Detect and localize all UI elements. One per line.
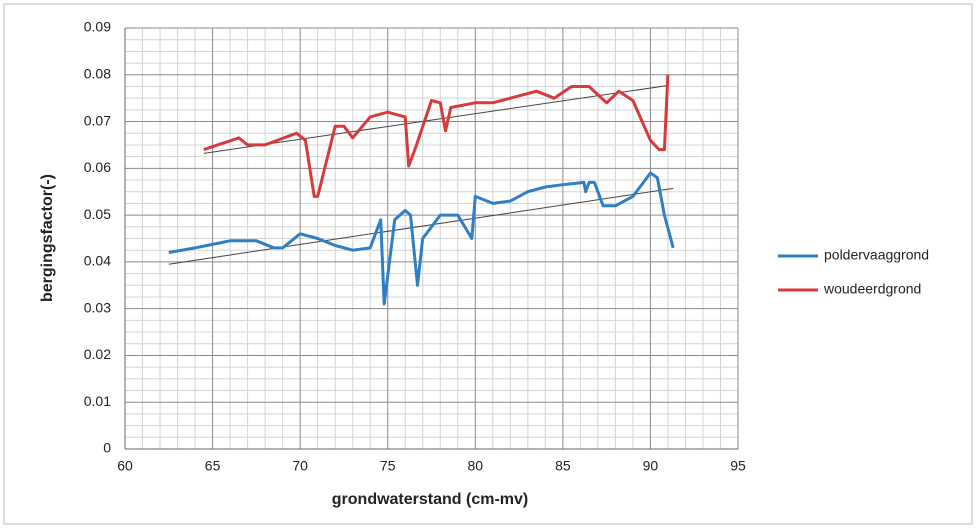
x-tick-label: 90 [643, 458, 659, 474]
x-axis-title: grondwaterstand (cm-mv) [332, 491, 528, 508]
x-tick-label: 65 [205, 458, 221, 474]
legend-label: woudeerdgrond [823, 281, 921, 297]
y-tick-label: 0.07 [84, 112, 111, 128]
legend-label: poldervaaggrond [824, 247, 929, 263]
y-tick-label: 0.09 [84, 19, 111, 35]
y-tick-label: 0.03 [84, 299, 111, 315]
y-tick-label: 0 [103, 440, 111, 456]
x-tick-label: 60 [117, 458, 133, 474]
y-tick-label: 0.01 [84, 393, 111, 409]
y-tick-label: 0.04 [84, 253, 111, 269]
y-tick-label: 0.06 [84, 159, 111, 175]
y-tick-label: 0.02 [84, 346, 111, 362]
series-line [168, 171, 675, 306]
x-tick-label: 80 [467, 458, 483, 474]
trend-line [203, 85, 668, 154]
x-tick-label: 85 [555, 458, 571, 474]
series-line [203, 74, 670, 198]
x-tick-label: 70 [292, 458, 308, 474]
y-tick-label: 0.08 [84, 65, 111, 81]
trend-line [168, 187, 674, 265]
x-tick-label: 95 [730, 458, 746, 474]
y-tick-label: 0.05 [84, 206, 111, 222]
chart-frame [3, 3, 973, 525]
y-axis-title: bergingsfactor(-) [39, 174, 56, 302]
x-tick-label: 75 [380, 458, 396, 474]
